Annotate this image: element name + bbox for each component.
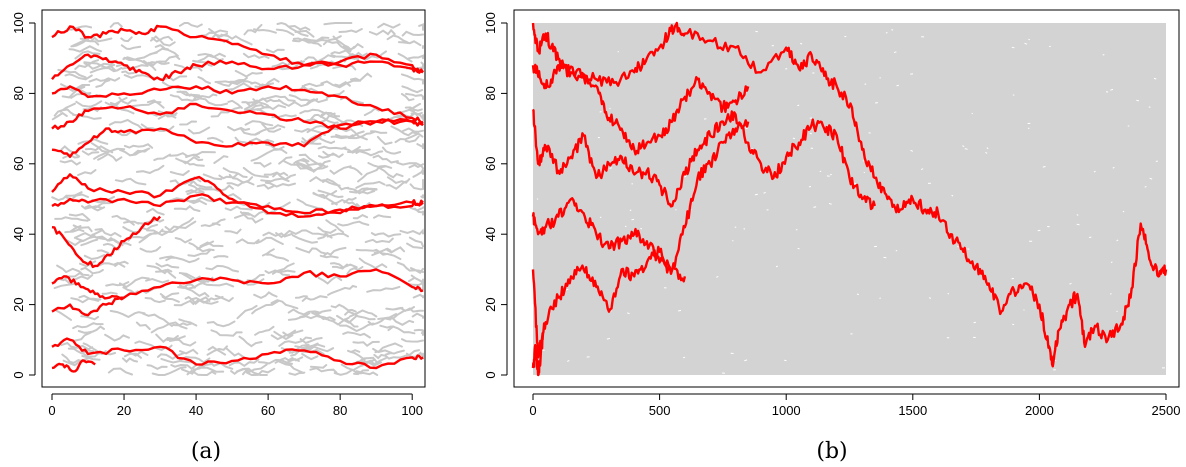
series-line (51, 275, 125, 301)
x-tick-label: 0 (48, 403, 55, 418)
y-tick-label: 100 (11, 12, 26, 34)
x-tick-label: 40 (189, 403, 203, 418)
x-tick-label: 80 (333, 403, 347, 418)
x-tick-label: 1500 (898, 403, 927, 418)
plot-frame-b (513, 9, 1180, 388)
y-tick-label: 0 (11, 371, 26, 378)
series-line (51, 118, 424, 158)
y-tick-label: 80 (483, 86, 498, 100)
series-line (531, 245, 687, 359)
y-axis-b: 0 20 40 60 80 100 (483, 12, 508, 379)
y-axis-a: 0 20 40 60 80 100 (11, 12, 36, 379)
series-line (531, 332, 545, 377)
y-tick-label: 20 (11, 297, 26, 311)
panel-label-b: (b) (816, 439, 847, 464)
y-tick-label: 0 (483, 371, 498, 378)
x-tick-label: 2500 (1152, 403, 1181, 418)
series-line (51, 24, 424, 74)
x-tick-label: 60 (261, 403, 275, 418)
background-web-path (51, 21, 424, 377)
panel-label-a: (a) (191, 439, 221, 464)
series-line (51, 193, 424, 215)
series-line (51, 84, 424, 124)
y-tick-label: 60 (11, 157, 26, 171)
series-line (531, 60, 750, 156)
series-group-a (51, 24, 424, 373)
x-tick-label: 1000 (772, 403, 801, 418)
plot-frame-a (41, 9, 426, 388)
y-tick-label: 100 (483, 12, 498, 34)
x-axis-b: 0 500 1000 1500 2000 2500 (529, 393, 1181, 418)
x-tick-label: 500 (649, 403, 671, 418)
series-line (51, 52, 424, 82)
y-tick-label: 40 (483, 227, 498, 241)
series-line (51, 337, 424, 370)
background-fill-rect (533, 23, 1166, 375)
x-tick-label: 100 (401, 403, 423, 418)
series-group-b (531, 21, 1168, 377)
y-tick-label: 20 (483, 297, 498, 311)
series-line (531, 119, 750, 275)
series-line (532, 109, 876, 211)
y-tick-label: 40 (11, 227, 26, 241)
series-line (51, 359, 96, 373)
panel-a: 0 20 40 60 80 100 0 20 40 60 80 100 (a) (11, 9, 426, 464)
panel-b: 0 500 1000 1500 2000 2500 0 20 40 60 80 100 (b) (483, 9, 1181, 464)
series-line (51, 173, 424, 218)
y-tick-label: 60 (483, 157, 498, 171)
y-tick-label: 80 (11, 86, 26, 100)
series-line (531, 21, 1168, 368)
x-tick-label: 0 (529, 403, 536, 418)
x-tick-label: 2000 (1025, 403, 1054, 418)
x-axis-a: 0 20 40 60 80 100 (48, 393, 423, 418)
background-fill-b (533, 23, 1166, 375)
x-tick-label: 20 (117, 403, 131, 418)
series-line (51, 268, 424, 317)
background-web-a (51, 21, 424, 377)
series-line (51, 215, 161, 269)
